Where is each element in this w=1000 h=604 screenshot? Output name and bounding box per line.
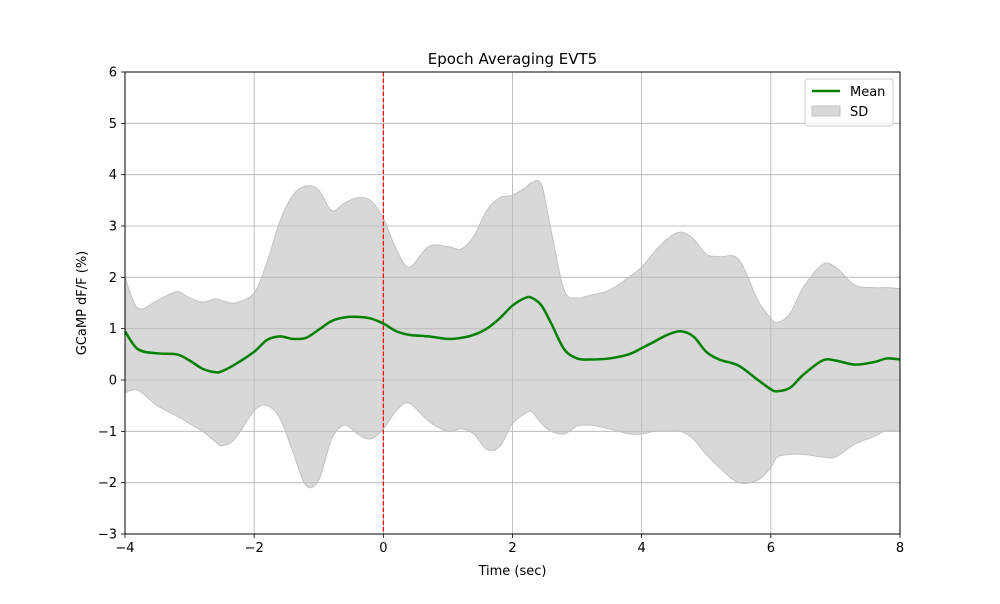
y-tick-label: 4 [109, 168, 117, 183]
y-tick-label: −1 [98, 425, 117, 440]
x-tick-label: 2 [508, 541, 516, 556]
axis-ticks: −4 −2 0 2 4 6 8 −3 −2 −1 0 1 2 3 4 5 6 [98, 66, 904, 557]
y-tick-label: 5 [109, 117, 117, 132]
y-tick-label: 2 [109, 271, 117, 286]
chart-title: Epoch Averaging EVT5 [428, 50, 597, 68]
y-tick-label: 1 [109, 322, 117, 337]
legend-sd-label: SD [850, 105, 868, 120]
x-axis-label: Time (sec) [477, 564, 546, 579]
x-tick-label: 6 [767, 541, 775, 556]
mean-line [123, 295, 901, 393]
y-tick-label: 3 [109, 220, 117, 235]
legend-sd-swatch [811, 105, 841, 117]
y-tick-label: 0 [109, 374, 117, 389]
x-tick-label: 0 [379, 541, 387, 556]
x-tick-label: 8 [896, 541, 904, 556]
y-tick-label: −3 [98, 528, 117, 543]
y-tick-label: 6 [109, 66, 117, 81]
mean-line-layer [123, 295, 901, 393]
x-tick-label: 4 [638, 541, 646, 556]
legend-mean-label: Mean [850, 85, 885, 100]
x-tick-label: −2 [245, 541, 264, 556]
legend: Mean SD [804, 78, 894, 127]
y-tick-label: −2 [98, 476, 117, 491]
x-tick-label: −4 [115, 541, 134, 556]
y-axis-label: GCaMP dF/F (%) [75, 251, 90, 356]
